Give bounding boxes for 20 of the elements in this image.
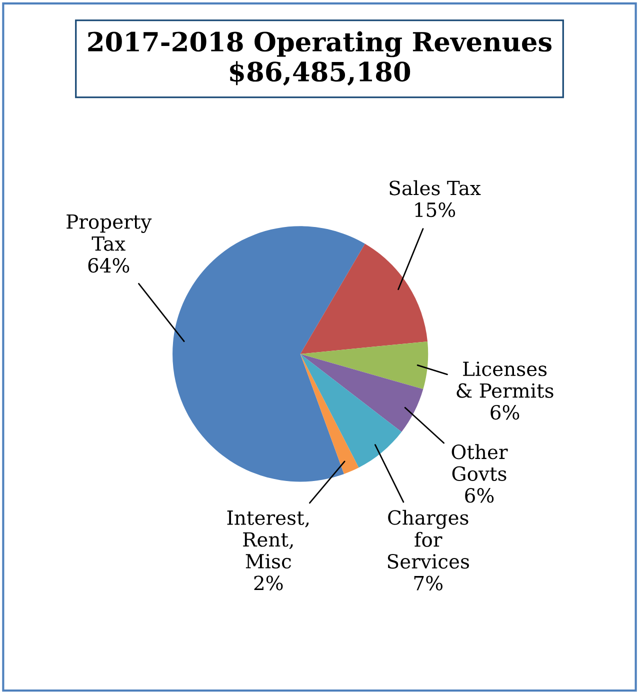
slice-label: Sales Tax [390,180,481,196]
data-label: 15% [415,202,456,218]
pie-slice [300,354,359,474]
slice-label: Property Tax [66,214,152,251]
data-label: 6% [465,488,494,503]
data-label: 7% [414,576,442,590]
slice-label: Charges for Services [388,510,469,569]
slice-label: Other Govts [452,444,508,481]
data-label: 2% [254,576,283,590]
chart-title: 2017-2018 Operating Revenues [88,31,552,58]
pie-slice [172,226,365,482]
data-label: 64% [88,258,130,273]
pie-slice [300,354,402,468]
pie-slice [300,244,428,354]
pie-slice [300,341,428,390]
data-label: 6% [490,404,520,420]
pie-slice [300,354,424,432]
slice-label: Interest, Rent, Misc [227,510,309,569]
slice-label: Licenses & Permits [456,362,554,398]
chart-subtitle: $86,485,180 [230,61,410,86]
